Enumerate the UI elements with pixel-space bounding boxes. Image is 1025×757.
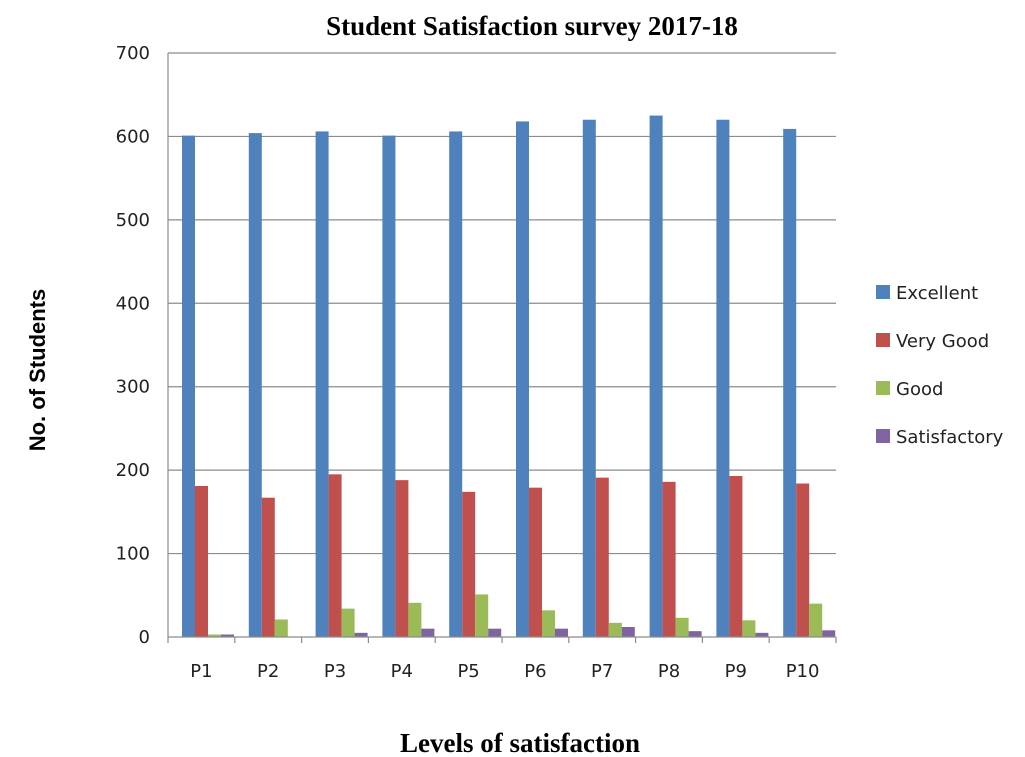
chart-title: Student Satisfaction survey 2017-18 <box>326 11 738 41</box>
y-tick-label: 400 <box>116 293 150 314</box>
bar-good-p8 <box>675 617 689 637</box>
bar-excellent-p10 <box>783 128 797 638</box>
legend-label: Good <box>896 379 943 400</box>
bar-series <box>182 115 836 638</box>
y-tick-label: 100 <box>116 544 150 565</box>
x-tick-label: P9 <box>725 661 747 682</box>
bar-excellent-p6 <box>516 121 529 637</box>
y-tick-label: 0 <box>139 627 150 648</box>
bar-very-good-p7 <box>595 477 609 637</box>
gridlines <box>168 52 836 555</box>
legend-label: Excellent <box>896 283 978 304</box>
x-tick-label: P1 <box>190 661 212 682</box>
bar-very-good-p8 <box>662 481 676 637</box>
bar-very-good-p5 <box>462 491 476 637</box>
bar-good-p3 <box>341 608 355 637</box>
x-tick-label: P10 <box>786 661 820 682</box>
x-tick-label: P4 <box>391 661 413 682</box>
x-axis-tick-labels: P1 P2 P3 P4 P5 P6 P7 P8 P9 P10 <box>167 637 837 682</box>
bar-excellent-p1 <box>182 135 195 637</box>
bar-very-good-p4 <box>395 480 409 637</box>
y-tick-label: 200 <box>116 460 150 481</box>
legend-swatch-satisfactory <box>876 429 890 443</box>
legend-label: Very Good <box>896 331 989 352</box>
legend-label: Satisfactory <box>896 427 1004 448</box>
legend-swatch-excellent <box>876 285 890 299</box>
bar-very-good-p1 <box>195 485 208 637</box>
bar-excellent-p9 <box>716 119 730 637</box>
bar-good-p7 <box>608 622 622 637</box>
bar-very-good-p9 <box>729 475 743 637</box>
y-tick-label: 600 <box>116 126 150 147</box>
y-axis-title: No. of Students <box>25 289 50 452</box>
bar-satisfactory-p3 <box>354 632 368 637</box>
y-tick-label: 300 <box>116 377 150 398</box>
x-tick-label: P8 <box>658 661 680 682</box>
bar-very-good-p10 <box>796 483 810 637</box>
legend-swatch-good <box>876 381 890 395</box>
bar-excellent-p7 <box>582 119 596 637</box>
x-tick-label: P2 <box>257 661 279 682</box>
bar-satisfactory-p9 <box>755 632 769 637</box>
bar-satisfactory-p5 <box>488 628 502 637</box>
bar-good-p10 <box>809 603 823 637</box>
bar-good-p6 <box>542 610 555 637</box>
bar-excellent-p5 <box>449 131 463 637</box>
x-axis-title: Levels of satisfaction <box>400 728 640 757</box>
bar-satisfactory-p8 <box>688 631 702 637</box>
x-tick-label: P7 <box>591 661 613 682</box>
bar-good-p1 <box>208 634 221 637</box>
bar-satisfactory-p4 <box>421 628 435 637</box>
x-tick-label: P3 <box>324 661 346 682</box>
bar-satisfactory-p7 <box>621 626 635 637</box>
bar-good-p5 <box>475 594 489 637</box>
bar-very-good-p6 <box>529 487 542 637</box>
bar-excellent-p3 <box>315 131 329 637</box>
y-axis-tick-labels: 0 100 200 300 400 500 600 700 <box>116 43 150 648</box>
bar-good-p4 <box>408 602 422 637</box>
bar-satisfactory-p10 <box>822 630 836 637</box>
bar-satisfactory-p6 <box>555 628 568 637</box>
bar-very-good-p3 <box>328 474 342 637</box>
y-tick-label: 500 <box>116 210 150 231</box>
bar-excellent-p8 <box>649 115 663 638</box>
bar-very-good-p2 <box>261 497 275 637</box>
bar-excellent-p4 <box>382 135 396 637</box>
x-tick-label: P6 <box>524 661 546 682</box>
legend-swatch-very-good <box>876 333 890 347</box>
bar-satisfactory-p1 <box>221 634 234 637</box>
legend: Excellent Very Good Good Satisfactory <box>876 283 1004 448</box>
x-tick-label: P5 <box>457 661 479 682</box>
bar-good-p9 <box>742 620 756 637</box>
bar-good-p2 <box>274 619 288 637</box>
y-tick-label: 700 <box>116 43 150 64</box>
bar-excellent-p2 <box>248 133 262 637</box>
